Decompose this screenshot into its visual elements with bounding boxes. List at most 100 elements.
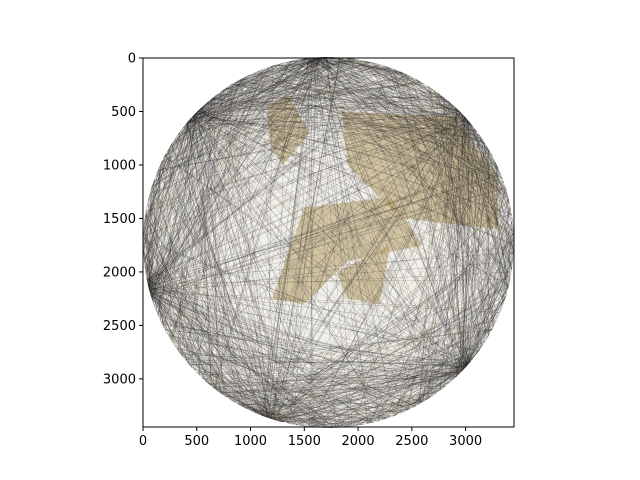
string-chord [174, 57, 328, 140]
string-chord [156, 57, 310, 173]
string-chord [200, 107, 454, 380]
string-chord [148, 287, 248, 410]
string-chord [322, 57, 416, 407]
string-chord [178, 95, 443, 134]
string-chord [187, 122, 241, 406]
string-chord [143, 235, 270, 419]
string-chord [143, 247, 152, 297]
string-chord [277, 420, 354, 427]
string-chord [289, 274, 512, 425]
string-chord [259, 57, 319, 415]
string-chord [274, 104, 453, 420]
string-chord [159, 319, 466, 368]
string-chord [446, 99, 463, 372]
string-chord [420, 181, 504, 404]
string-chord [143, 63, 380, 250]
string-chord [149, 164, 497, 292]
string-chord [147, 112, 197, 283]
string-chord [277, 414, 397, 421]
string-chord [187, 121, 235, 403]
string-chord [353, 58, 471, 124]
string-chord [193, 115, 390, 418]
string-chord [149, 190, 151, 292]
string-chord [295, 367, 466, 426]
string-chord [303, 58, 512, 276]
string-chord [185, 113, 462, 362]
string-chord [250, 74, 456, 108]
string-chord [413, 77, 458, 109]
y-tick-label: 3000 [103, 372, 136, 387]
string-chord [159, 58, 307, 165]
string-chord [326, 57, 450, 103]
string-chord [146, 119, 468, 281]
string-chord [161, 104, 454, 163]
string-chord [456, 208, 511, 377]
string-chord [194, 114, 225, 396]
string-chord [186, 122, 304, 427]
string-chord [147, 115, 194, 201]
string-chord [307, 58, 505, 301]
string-chord [309, 57, 316, 428]
string-chord [177, 57, 328, 136]
string-chord [143, 251, 246, 409]
string-chord [234, 57, 327, 83]
string-chord [179, 353, 461, 374]
string-chord [163, 62, 282, 159]
string-chord [191, 116, 503, 178]
string-chord [219, 92, 263, 416]
string-chord [444, 123, 472, 387]
string-chord [143, 166, 160, 252]
string-chord [189, 57, 325, 120]
string-chord [143, 80, 239, 263]
string-chord [150, 190, 152, 299]
string-chord [193, 64, 383, 115]
string-chord [146, 116, 465, 208]
string-chord [333, 57, 421, 82]
highlight-region-1 [341, 111, 498, 230]
string-chord [395, 69, 495, 325]
string-chord [300, 58, 509, 198]
string-chord [309, 57, 426, 85]
string-chord [230, 84, 468, 120]
string-chord [263, 383, 450, 417]
string-chord [406, 74, 458, 376]
string-chord [179, 352, 315, 428]
string-chord [193, 82, 423, 115]
string-chord [329, 399, 428, 428]
string-chord [213, 362, 471, 389]
string-chord [240, 78, 459, 111]
string-chord [150, 57, 331, 297]
string-chord [286, 397, 431, 424]
string-chord [233, 57, 310, 84]
string-chord [461, 127, 475, 372]
string-chord [261, 296, 507, 416]
string-chord [288, 61, 514, 237]
string-chord [262, 237, 514, 417]
string-chord [148, 57, 318, 288]
string-chord [377, 352, 479, 422]
string-chord [251, 243, 514, 412]
string-chord [490, 152, 504, 306]
string-chord [143, 251, 215, 389]
string-chord [143, 131, 181, 225]
string-chord [280, 150, 490, 422]
string-chord [144, 262, 408, 411]
string-chord [201, 377, 374, 423]
string-chord [144, 220, 316, 428]
string-chord [291, 395, 434, 425]
string-chord [164, 114, 195, 156]
string-chord [143, 152, 167, 232]
string-chord [255, 121, 470, 414]
string-chord [347, 57, 514, 231]
string-chord [149, 80, 420, 292]
string-chord [458, 109, 509, 288]
string-chord [237, 57, 326, 81]
string-chord [175, 347, 330, 428]
string-chord [455, 145, 487, 378]
string-chord [267, 293, 507, 418]
string-chord [143, 252, 167, 333]
string-chord [145, 84, 231, 273]
string-chord [143, 261, 328, 428]
string-chord [205, 103, 470, 123]
string-chord [273, 391, 440, 420]
